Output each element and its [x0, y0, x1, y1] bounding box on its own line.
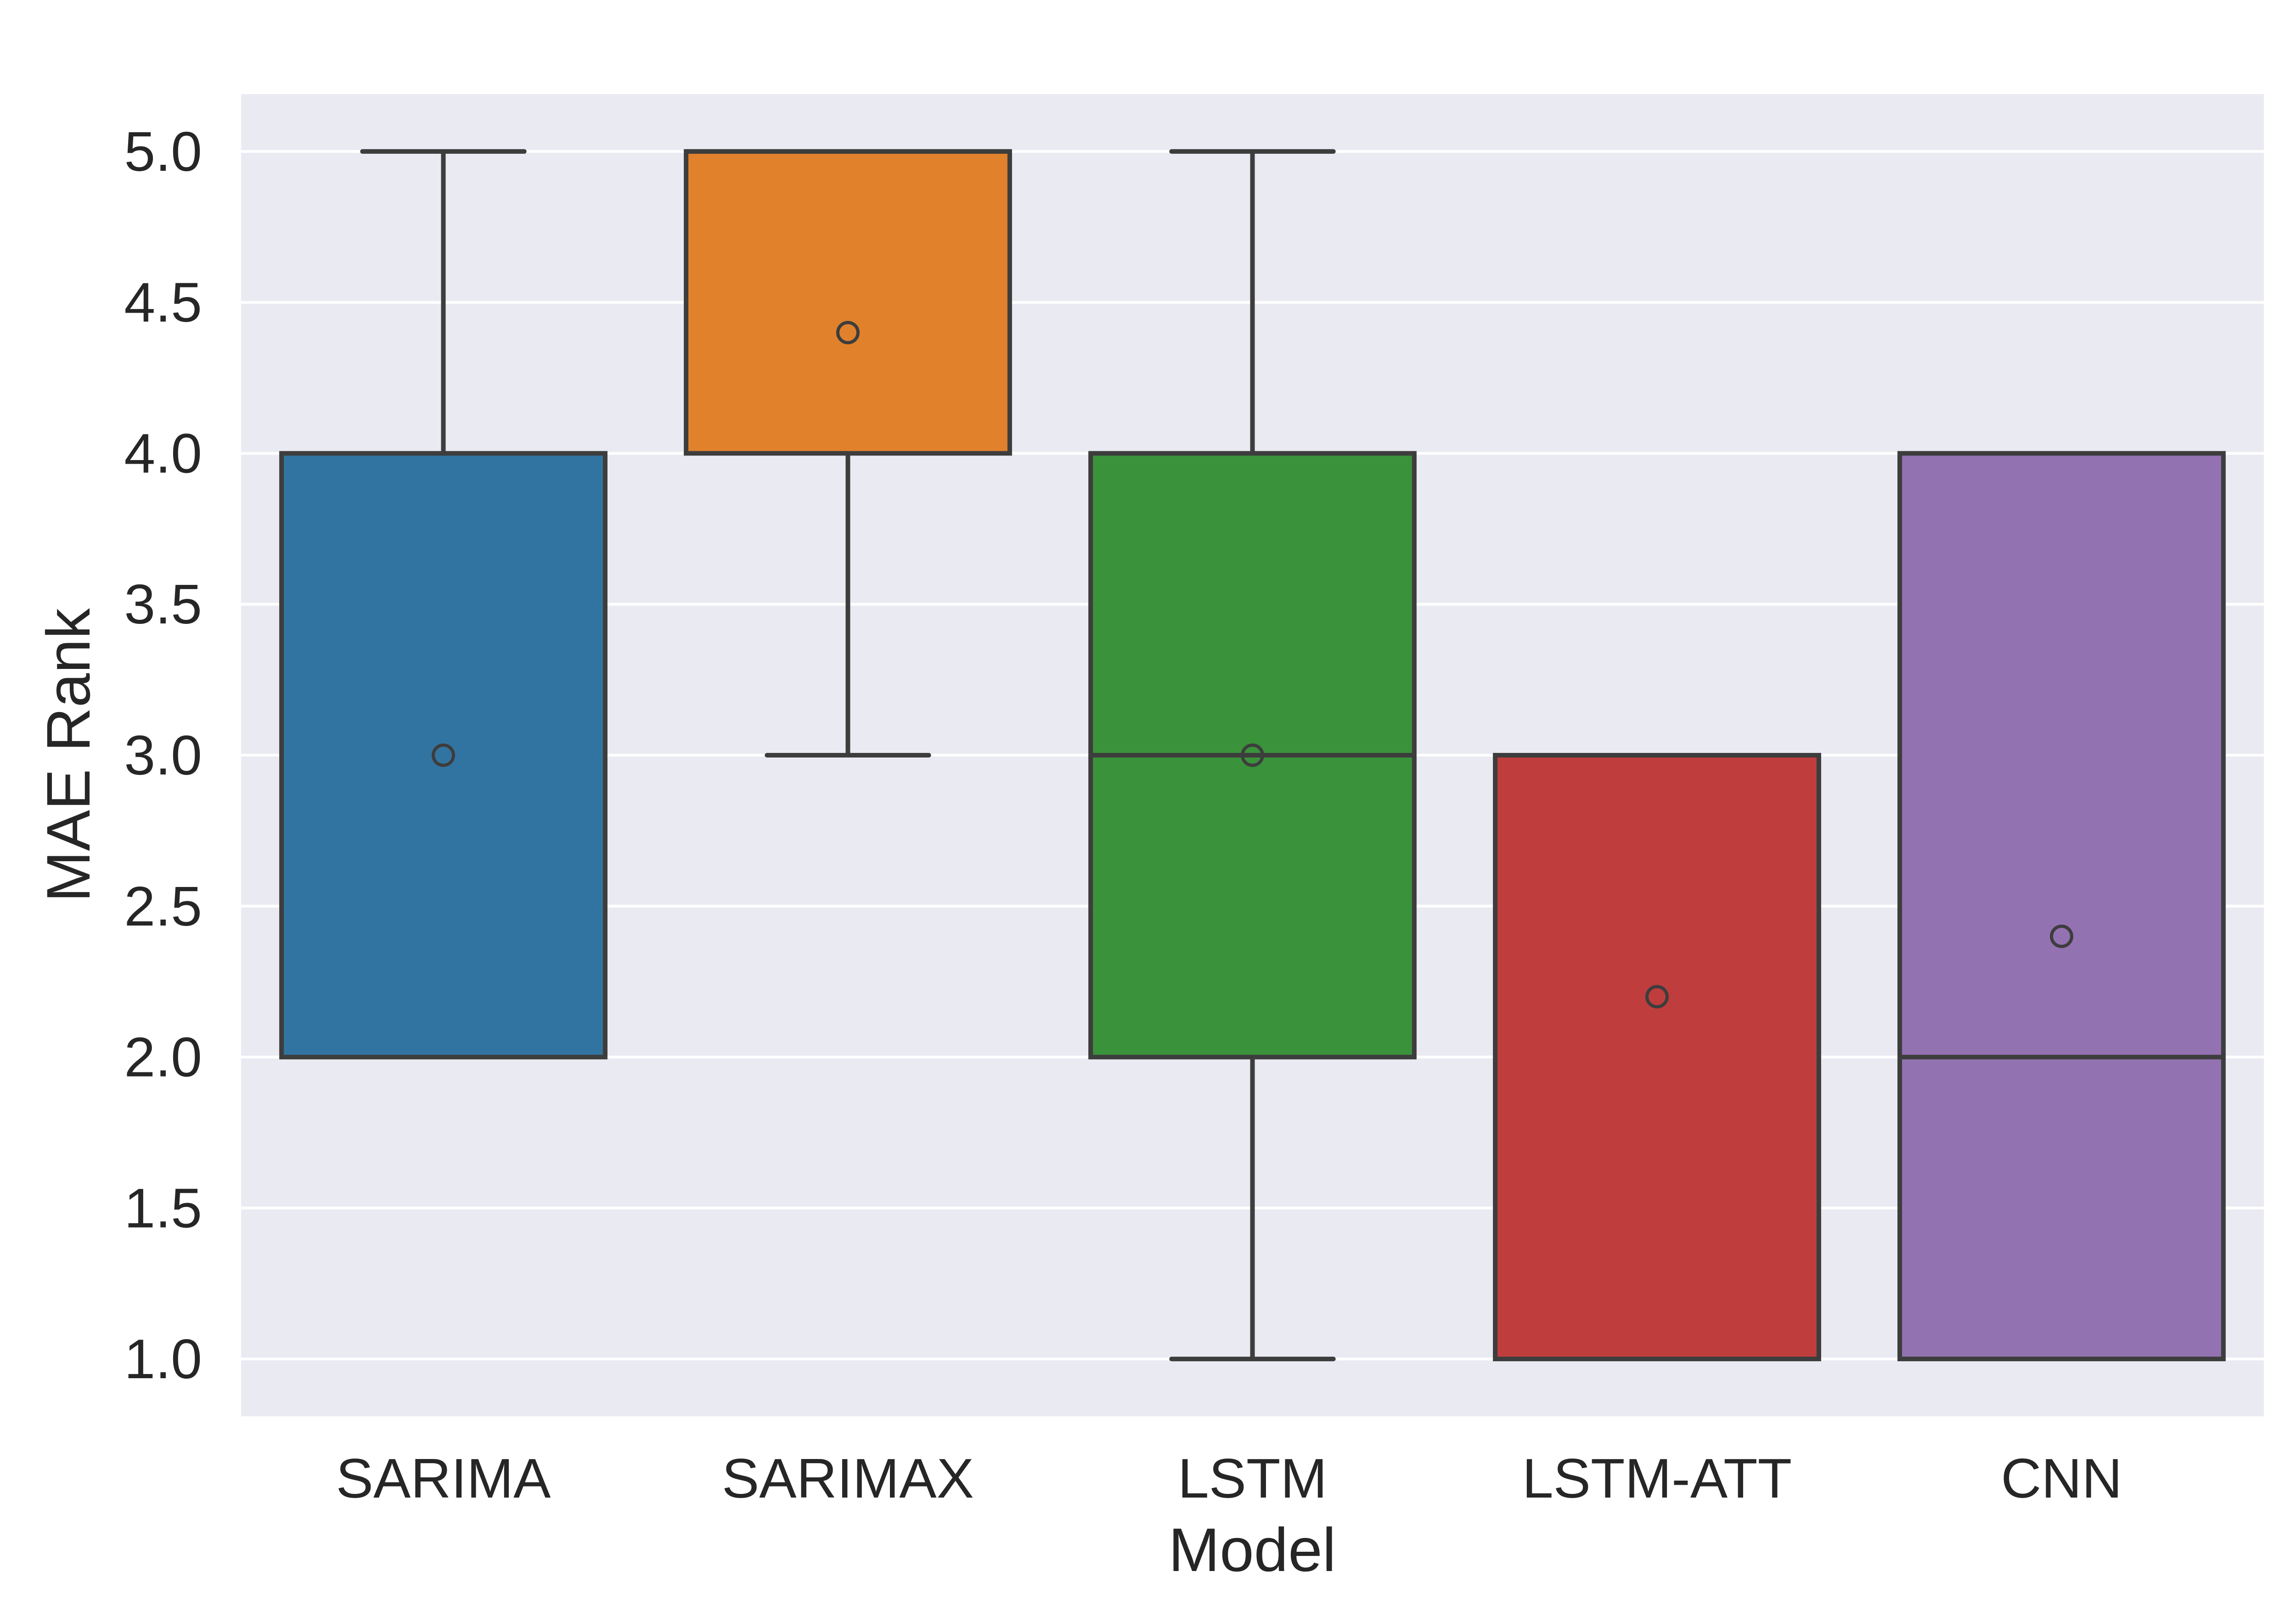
mean-marker: [1645, 985, 1669, 1009]
mean-marker: [836, 320, 860, 344]
y-tick-label: 3.0: [124, 724, 202, 786]
iqr-box: [1897, 451, 2226, 1362]
mean-marker: [1241, 743, 1264, 767]
x-tick-label: SARIMA: [336, 1447, 551, 1510]
y-tick-label: 4.5: [124, 271, 202, 334]
y-tick-label: 5.0: [124, 120, 202, 183]
box-cnn: [1897, 451, 2226, 1362]
mean-marker: [432, 743, 455, 767]
y-tick-label: 2.0: [124, 1026, 202, 1089]
mean-marker: [2050, 925, 2073, 948]
y-tick-label: 1.0: [124, 1328, 202, 1390]
box-sarima: [279, 149, 608, 1060]
y-tick-label: 4.0: [124, 422, 202, 484]
iqr-box: [684, 149, 1012, 456]
x-tick-labels: SARIMA SARIMAX LSTM LSTM-ATT CNN: [336, 1447, 2122, 1510]
box-sarimax: [684, 149, 1012, 758]
y-tick-label: 1.5: [124, 1177, 202, 1239]
x-tick-label: CNN: [2001, 1447, 2122, 1510]
boxes: [279, 149, 2226, 1362]
x-tick-label: LSTM-ATT: [1522, 1447, 1792, 1510]
box-lstm: [1088, 149, 1417, 1362]
x-tick-label: SARIMAX: [722, 1447, 974, 1510]
x-axis-title: Model: [1169, 1516, 1336, 1584]
y-tick-labels: 1.0 1.5 2.0 2.5 3.0 3.5 4.0 4.5 5.0: [124, 120, 202, 1390]
y-tick-label: 2.5: [124, 875, 202, 937]
iqr-box: [1493, 753, 1821, 1362]
box-lstm-att: [1493, 753, 1821, 1362]
x-tick-label: LSTM: [1178, 1447, 1327, 1510]
y-tick-label: 3.5: [124, 573, 202, 635]
iqr-box: [279, 451, 608, 1060]
y-axis-title: MAE Rank: [34, 608, 103, 902]
